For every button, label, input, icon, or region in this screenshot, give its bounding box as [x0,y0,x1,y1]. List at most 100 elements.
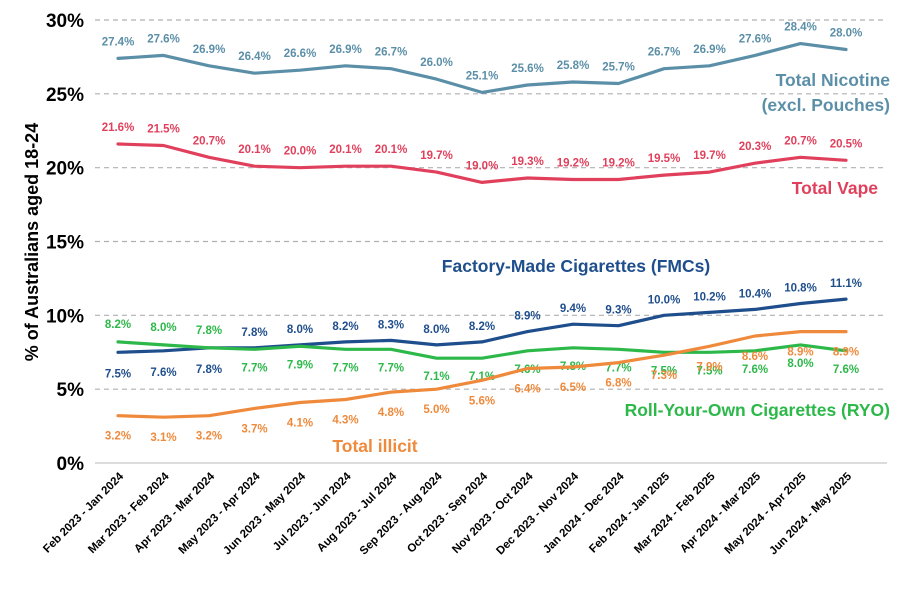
data-label: 11.1% [830,278,862,290]
data-label: 19.3% [511,156,544,168]
data-label: 10.8% [784,283,817,295]
data-label: 8.6% [742,351,768,363]
data-label: 25.6% [511,63,544,75]
data-label: 3.2% [196,431,222,443]
data-label: 10.2% [693,291,726,303]
data-label: 26.7% [375,47,408,59]
data-label: 5.6% [469,395,495,407]
data-label: 7.1% [423,371,449,383]
x-tick-label: Mar 2024 - Feb 2025 [632,470,718,556]
x-tick-label: Feb 2024 - Jan 2025 [587,470,672,555]
data-label: 4.8% [378,407,404,419]
data-label: 10.4% [739,288,772,300]
x-tick-label: Dec 2023 - Nov 2024 [494,470,581,557]
data-label: 26.9% [693,44,726,56]
data-label: 20.5% [830,138,863,150]
data-label: 7.7% [241,362,267,374]
data-label: 7.6% [833,364,859,376]
series-2: 7.5% 7.6% 7.8% 7.8% 8.0% 8.2% 8.3% 8.0% 8.2% 8.9%… [105,278,862,380]
data-label: 8.0% [150,322,176,334]
data-label: 9.4% [560,303,586,315]
data-label: 25.1% [466,70,499,82]
data-label: 3.1% [150,432,176,444]
y-tick-label: 25% [46,85,84,106]
data-label: 26.0% [420,57,453,69]
series-name-label: Roll-Your-Own Cigarettes (RYO) [625,400,890,420]
data-label: 26.9% [329,44,362,56]
data-label: 7.7% [332,362,358,374]
data-label: 6.4% [514,383,540,395]
data-label: 27.4% [102,36,135,48]
data-label: 3.2% [105,431,131,443]
series-labels: Total Nicotine (excl. Pouches) Total Vape F… [332,70,890,456]
data-label: 7.5% [696,365,722,377]
data-label: 8.0% [423,324,449,336]
y-tick-label: 10% [46,306,84,327]
data-label: 7.5% [651,365,677,377]
x-tick-label: Jun 2024 - May 2025 [767,470,854,557]
gridlines [95,19,887,390]
data-label: 6.8% [605,378,631,390]
data-label: 27.6% [147,33,180,45]
y-axis: 0% 5% 10% 15% 20% 25% 30% [46,11,887,475]
series-line [116,41,848,95]
data-label: 7.9% [287,359,313,371]
data-label: 8.9% [514,311,540,323]
series-1: 21.6% 21.5% 20.7% 20.1% 20.0% 20.1% 20.1% 19.7%… [102,122,863,184]
data-label: 6.5% [560,382,586,394]
data-label: 19.7% [420,150,453,162]
series-0: 27.4% 27.6% 26.9% 26.4% 26.6% 26.9% 26.7% 26.0%… [102,22,863,95]
data-label: 19.5% [648,153,681,165]
data-label: 7.5% [105,368,131,380]
data-label: 19.2% [557,157,590,169]
data-label: 20.1% [329,144,362,156]
x-tick-label: Oct 2023 - Sep 2024 [405,470,490,555]
y-tick-label: 30% [46,11,84,32]
series-line [116,142,848,184]
data-label: 26.9% [193,44,226,56]
data-label: 21.5% [147,124,180,136]
data-label: 20.0% [284,146,317,158]
data-label: 20.7% [784,135,817,147]
x-tick-label: Apr 2023 - Mar 2024 [132,470,217,555]
data-label: 9.3% [605,305,631,317]
data-label: 26.4% [238,51,271,63]
data-label: 8.0% [787,358,813,370]
x-tick-label: Apr 2024 - Mar 2025 [678,470,763,555]
y-axis-label: % of Australians aged 18-24 [22,123,42,361]
x-tick-label: May 2023 - Apr 2024 [177,470,263,556]
data-label: 4.1% [287,417,313,429]
data-label: 7.3% [651,370,677,382]
data-label: 20.1% [238,144,271,156]
y-tick-label: 15% [46,233,84,254]
data-label: 7.6% [150,367,176,379]
data-label: 7.8% [241,327,267,339]
data-label: 8.3% [378,319,404,331]
data-label: 10.0% [648,294,681,306]
data-label: 20.1% [375,144,408,156]
x-tick-label: Mar 2023 - Feb 2024 [86,470,172,556]
data-label: 21.6% [102,122,135,134]
data-label: 19.0% [466,160,499,172]
data-label: 7.8% [196,364,222,376]
series-name-label: Factory-Made Cigarettes (FMCs) [442,256,710,276]
series-group: 27.4% 27.6% 26.9% 26.4% 26.6% 26.9% 26.7% 26.0%… [102,22,863,445]
data-label: 8.2% [332,321,358,333]
x-tick-label: Jan 2024 - Dec 2024 [541,470,627,556]
data-label: 28.0% [830,28,863,40]
x-tick-label: May 2024 - Apr 2025 [723,470,809,556]
x-tick-label: Feb 2023 - Jan 2024 [41,470,126,555]
data-label: 5.0% [423,404,449,416]
data-label: 7.8% [196,325,222,337]
data-label: 28.4% [784,22,817,34]
data-label: 26.7% [648,47,681,59]
series-line [116,330,848,419]
data-label: 7.9% [696,361,722,373]
data-label: 25.8% [557,60,590,72]
series-name-label: Total illicit [332,436,417,456]
data-label: 19.7% [693,150,726,162]
data-label: 8.9% [833,347,859,359]
x-tick-label: Jun 2023 - May 2024 [221,470,308,557]
